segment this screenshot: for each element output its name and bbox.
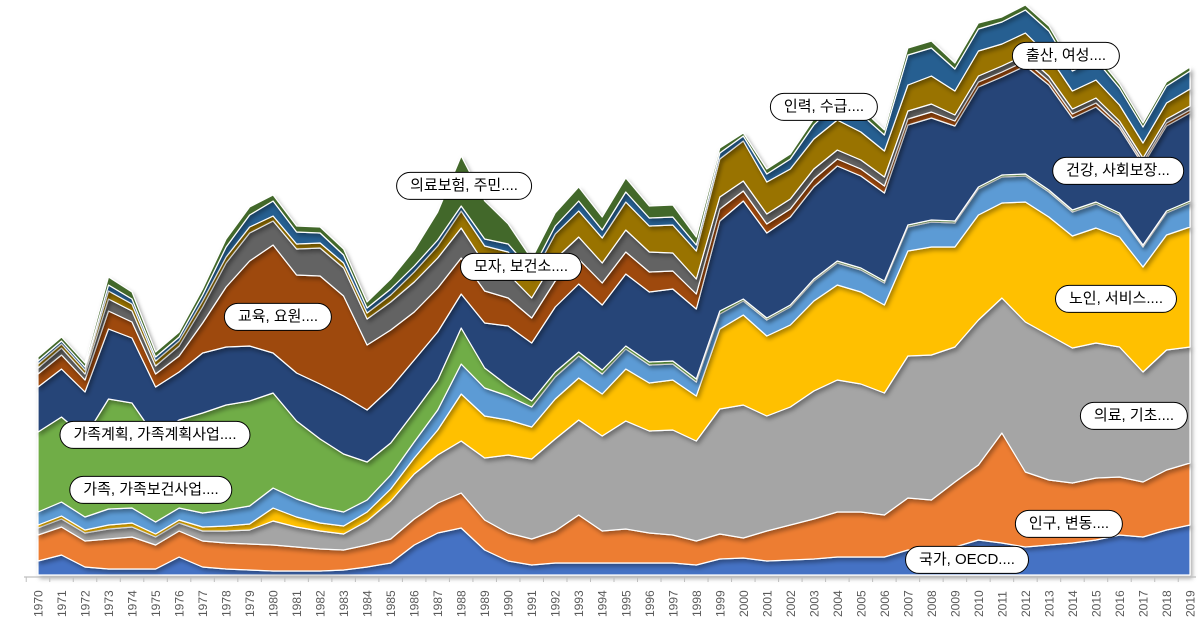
x-axis-label-2014: 2014 [1066,590,1080,617]
x-axis-label-1992: 1992 [549,590,563,617]
x-axis-label-2006: 2006 [878,590,892,617]
x-axis-label-1970: 1970 [32,590,46,617]
x-axis-label-1998: 1998 [690,590,704,617]
callout-label-1: 인력, 수급.... [769,92,879,122]
area-series-11 [37,4,1191,368]
x-axis-label-1977: 1977 [196,590,210,617]
x-axis-label-1971: 1971 [55,590,69,617]
x-axis-label-1973: 1973 [102,590,116,617]
callout-label-11: 국가, OECD.... [905,545,1029,575]
x-axis-label-1981: 1981 [290,590,304,617]
x-axis-label-2016: 2016 [1113,590,1127,617]
x-axis-label-2007: 2007 [901,590,915,617]
x-axis-label-2003: 2003 [807,590,821,617]
x-axis-label-2010: 2010 [972,590,986,617]
callout-label-7: 의료, 기초.... [1079,401,1189,431]
x-axis-label-1984: 1984 [361,590,375,617]
x-axis-label-1996: 1996 [643,590,657,617]
x-axis-label-2008: 2008 [925,590,939,617]
x-axis-label-1995: 1995 [619,590,633,617]
x-axis-label-1988: 1988 [455,590,469,617]
x-axis-label-2000: 2000 [737,590,751,617]
callout-label-5: 노인, 서비스.... [1054,284,1178,314]
x-axis-label-2004: 2004 [831,590,845,617]
x-axis-label-2019: 2019 [1184,590,1198,617]
x-axis-label-2018: 2018 [1160,590,1174,617]
x-axis-label-2015: 2015 [1089,590,1103,617]
x-axis-label-1982: 1982 [314,590,328,617]
callout-label-9: 가족, 가족보건사업.... [69,475,233,505]
x-axis-label-1994: 1994 [596,590,610,617]
x-axis-label-1983: 1983 [337,590,351,617]
x-axis-label-2009: 2009 [948,590,962,617]
x-axis-label-1974: 1974 [126,590,140,617]
x-axis-label-2017: 2017 [1136,590,1150,617]
x-axis-label-1990: 1990 [502,590,516,617]
x-axis-label-2011: 2011 [995,591,1009,617]
x-axis-label-1980: 1980 [267,590,281,617]
x-axis-label-1987: 1987 [431,590,445,617]
x-axis-label-1999: 1999 [713,590,727,617]
x-axis-label-1986: 1986 [408,590,422,617]
x-axis-label-2013: 2013 [1042,590,1056,617]
callout-label-10: 인구, 변동.... [1014,509,1124,539]
x-axis-label-1975: 1975 [149,590,163,617]
callout-label-0: 출산, 여성.... [1011,41,1121,71]
x-axis-label-1976: 1976 [173,590,187,617]
x-axis-label-1972: 1972 [79,590,93,617]
callout-label-6: 교육, 요원.... [223,302,333,332]
x-axis-label-1989: 1989 [478,590,492,617]
x-axis-label-2002: 2002 [784,590,798,617]
x-axis-label-2001: 2001 [760,590,774,617]
callout-label-4: 모자, 보건소.... [459,252,583,282]
callout-label-3: 의료보험, 주민.... [396,171,532,201]
x-axis-label-2005: 2005 [854,590,868,617]
x-axis-label-2012: 2012 [1019,590,1033,617]
x-axis-label-1997: 1997 [666,590,680,617]
x-axis-label-1979: 1979 [243,590,257,617]
x-axis-label-1993: 1993 [572,590,586,617]
x-axis-label-1985: 1985 [384,590,398,617]
callout-label-2: 건강, 사회보장... [1052,156,1184,186]
x-axis-label-1978: 1978 [220,590,234,617]
x-axis-label-1991: 1991 [525,590,539,617]
callout-label-8: 가족계획, 가족계획사업.... [59,420,251,450]
